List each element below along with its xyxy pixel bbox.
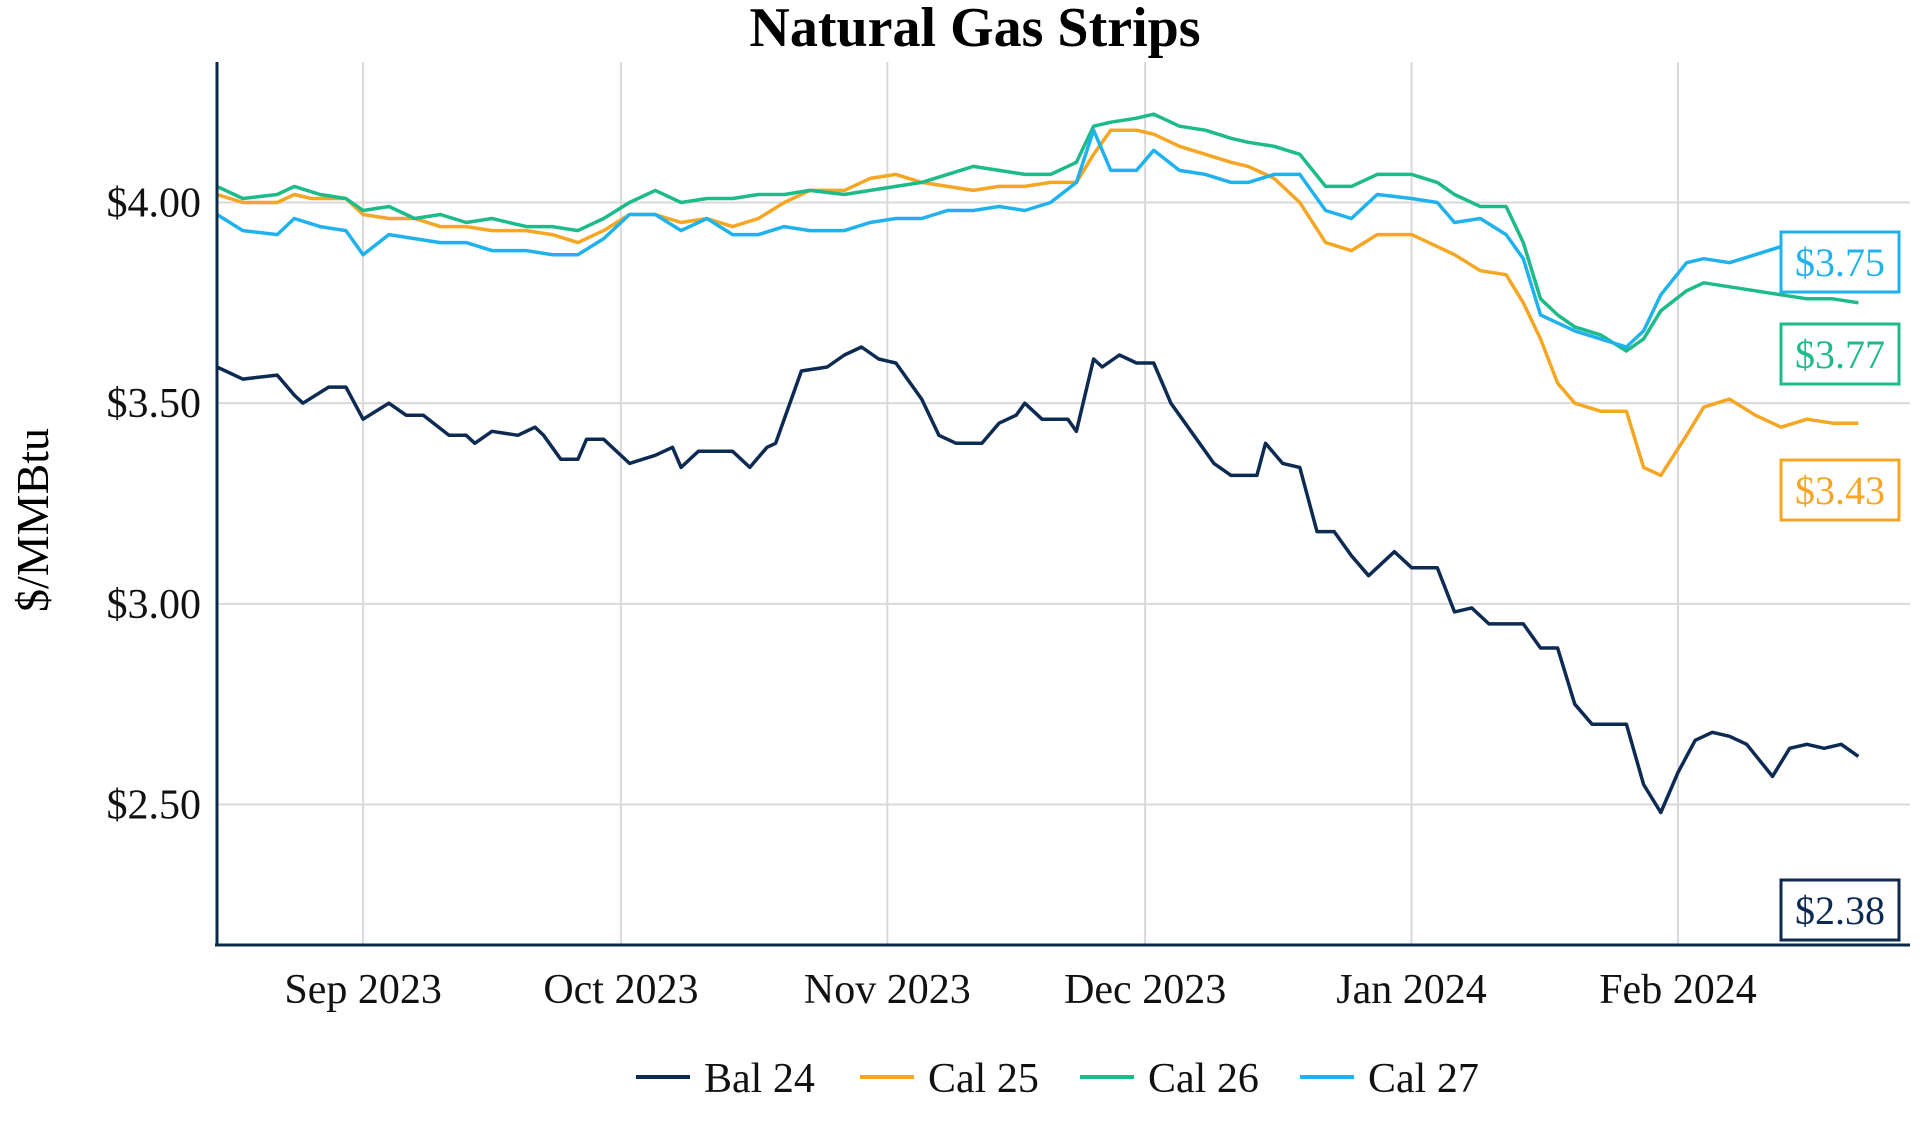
end-label-text: $3.43 [1795, 468, 1885, 513]
y-axis-label: $/MMBtu [7, 428, 58, 612]
end-label-cal-27: $3.75 [1779, 230, 1901, 294]
legend-label: Cal 26 [1148, 1056, 1259, 1102]
end-label-box [1779, 322, 1901, 386]
legend: Bal 24 Cal 25 Cal 26 Cal 27 [636, 1056, 1479, 1102]
legend-label: Cal 27 [1368, 1056, 1479, 1102]
chart-title: Natural Gas Strips [749, 0, 1200, 59]
end-label-cal-25: $3.43 [1779, 458, 1901, 522]
y-tick-label: $2.50 [107, 783, 202, 829]
end-label-cal-26: $3.77 [1779, 322, 1901, 386]
x-tick-label: Sep 2023 [284, 967, 442, 1013]
legend-item-cal-27: Cal 27 [1300, 1056, 1479, 1102]
end-labels: $3.75 $3.77 $3.43 $2.38 [1779, 230, 1901, 942]
x-tick-label: Nov 2023 [804, 967, 971, 1013]
end-label-text: $3.75 [1795, 240, 1885, 285]
end-label-box [1779, 878, 1901, 942]
end-label-box [1779, 458, 1901, 522]
end-label-bal-24: $2.38 [1779, 878, 1901, 942]
end-label-box [1779, 230, 1901, 294]
axes [215, 62, 1910, 947]
legend-label: Cal 25 [928, 1056, 1039, 1102]
y-tick-label: $4.00 [107, 180, 202, 226]
y-ticks: $2.50 $3.00 $3.50 $4.00 [107, 180, 202, 828]
end-label-text: $2.38 [1795, 888, 1885, 933]
x-tick-label: Oct 2023 [543, 967, 698, 1013]
x-ticks: Sep 2023 Oct 2023 Nov 2023 Dec 2023 Jan 2024… [284, 967, 1756, 1013]
series-line-cal-26 [216, 112, 1859, 353]
legend-item-cal-26: Cal 26 [1080, 1056, 1259, 1102]
series-lines [216, 112, 1860, 815]
legend-item-bal-24: Bal 24 [636, 1056, 815, 1102]
y-tick-label: $3.50 [107, 381, 202, 427]
legend-label: Bal 24 [704, 1056, 815, 1102]
x-tick-label: Jan 2024 [1336, 967, 1487, 1013]
series-line-cal-25 [216, 128, 1859, 478]
y-tick-label: $3.00 [107, 582, 202, 628]
legend-item-cal-25: Cal 25 [860, 1056, 1039, 1102]
x-tick-label: Dec 2023 [1064, 967, 1226, 1013]
x-tick-label: Feb 2024 [1599, 967, 1757, 1013]
series-line-cal-27 [216, 128, 1860, 349]
series-line-bal-24 [216, 345, 1860, 815]
end-label-text: $3.77 [1795, 332, 1885, 377]
